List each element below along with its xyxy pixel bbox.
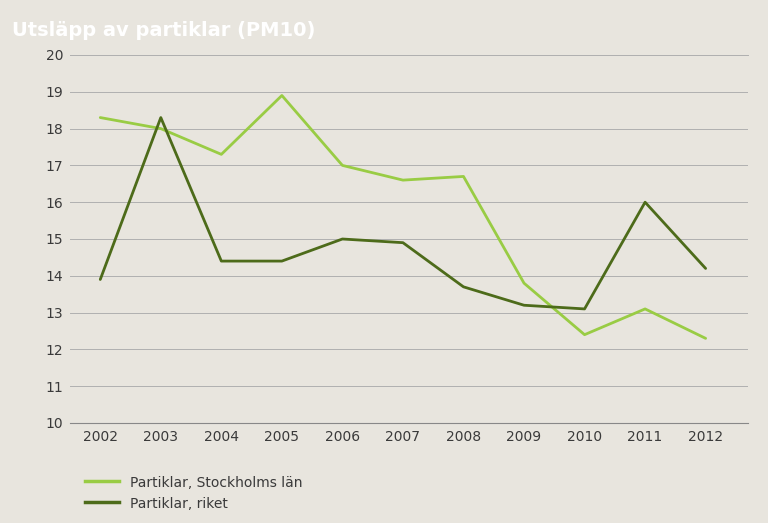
Legend: Partiklar, Stockholms län, Partiklar, riket: Partiklar, Stockholms län, Partiklar, ri… [84, 476, 303, 511]
Text: Utsläpp av partiklar (PM10): Utsläpp av partiklar (PM10) [12, 21, 315, 40]
